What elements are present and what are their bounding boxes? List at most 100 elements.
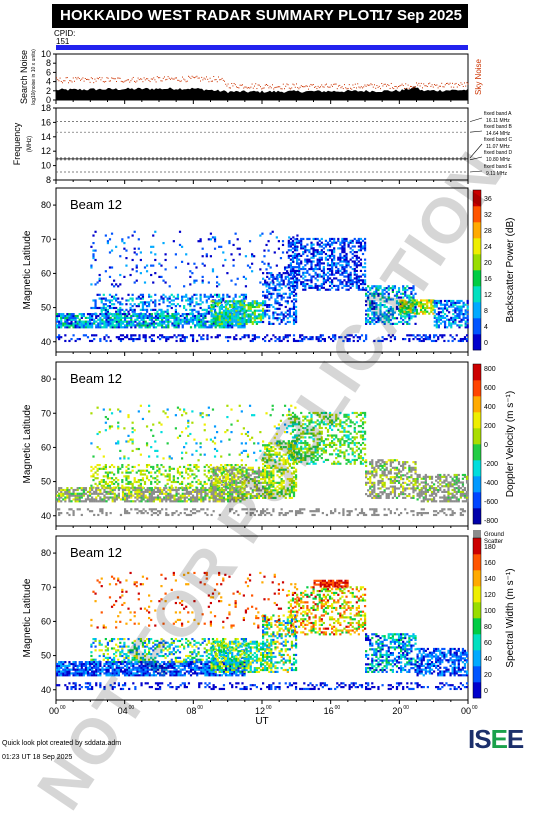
power-cell xyxy=(335,264,337,266)
power-cell xyxy=(118,322,120,324)
power-cell xyxy=(304,285,306,287)
power-cell xyxy=(120,319,122,321)
power-cell xyxy=(270,272,272,274)
velocity-cell xyxy=(211,482,213,484)
sky-noise-point xyxy=(186,81,187,82)
velocity-ytick-label: 70 xyxy=(41,408,51,418)
power-cell xyxy=(272,315,274,317)
sky-noise-point xyxy=(81,79,82,80)
velocity-cell xyxy=(355,508,357,510)
velocity-cell xyxy=(224,473,226,475)
sky-noise-point xyxy=(142,81,143,82)
velocity-cell xyxy=(103,500,105,502)
velocity-cell xyxy=(215,470,217,472)
power-cell xyxy=(62,322,64,324)
search-noise-area xyxy=(56,86,468,100)
velocity-cell xyxy=(219,467,221,469)
power-cell xyxy=(331,262,333,264)
power-cell xyxy=(272,281,274,283)
power-cell xyxy=(208,326,210,328)
sky-noise-point xyxy=(343,88,344,89)
velocity-cell xyxy=(156,483,158,485)
power-cell xyxy=(281,319,283,321)
sky-noise-point xyxy=(364,85,365,86)
power-cell xyxy=(292,272,294,274)
power-cell xyxy=(101,321,103,323)
power-cell xyxy=(119,313,121,315)
velocity-cell xyxy=(159,493,161,495)
power-cell xyxy=(350,274,352,276)
sky-noise-point xyxy=(157,76,158,77)
sky-noise-point xyxy=(243,88,244,89)
power-cell xyxy=(448,324,450,326)
power-cell xyxy=(99,324,101,326)
sky-noise-point xyxy=(84,81,85,82)
power-cell xyxy=(456,334,458,336)
power-cell xyxy=(160,298,162,300)
power-cell xyxy=(68,324,70,326)
power-cell xyxy=(467,319,469,321)
power-cell xyxy=(190,334,192,336)
velocity-cell xyxy=(130,491,132,493)
power-cell xyxy=(302,266,304,268)
sky-noise-point xyxy=(362,87,363,88)
velocity-cell xyxy=(175,487,177,489)
power-cell xyxy=(85,334,87,336)
velocity-cell xyxy=(132,466,134,468)
velocity-cell xyxy=(142,470,144,472)
power-cell xyxy=(142,298,144,300)
power-cell xyxy=(321,251,323,253)
power-cell xyxy=(165,340,167,342)
power-cell xyxy=(97,281,99,283)
power-cell xyxy=(295,298,297,300)
power-cell xyxy=(227,310,229,312)
power-cell xyxy=(68,326,70,328)
power-cell xyxy=(77,317,79,319)
sky-noise-point xyxy=(327,86,328,87)
power-cell xyxy=(437,336,439,338)
velocity-cell xyxy=(121,485,123,487)
power-cell xyxy=(341,266,343,268)
power-cell xyxy=(364,259,366,261)
power-cell xyxy=(450,324,452,326)
power-cell xyxy=(204,326,206,328)
power-cell xyxy=(327,244,329,246)
power-cell xyxy=(175,253,177,255)
velocity-cell xyxy=(148,464,150,466)
velocity-cell xyxy=(301,512,303,514)
sky-noise-point xyxy=(182,77,183,78)
power-cell xyxy=(440,315,442,317)
power-cell xyxy=(138,305,140,307)
power-cell xyxy=(79,338,81,340)
power-cell xyxy=(232,265,234,267)
power-cell xyxy=(444,324,446,326)
power-cell xyxy=(150,309,152,311)
power-cell xyxy=(287,276,289,278)
power-cell xyxy=(256,310,258,312)
power-cell xyxy=(237,248,239,250)
power-cell xyxy=(118,324,120,326)
power-cell xyxy=(310,257,312,259)
power-cell xyxy=(103,315,105,317)
velocity-cell xyxy=(128,500,130,502)
velocity-cell xyxy=(200,508,202,510)
power-cell xyxy=(429,338,431,340)
velocity-cell xyxy=(316,508,318,510)
sky-noise-point xyxy=(180,81,181,82)
power-cell xyxy=(125,265,127,267)
power-cell xyxy=(252,306,254,308)
power-cell xyxy=(431,340,433,342)
power-cell xyxy=(246,334,248,336)
cpid-bar xyxy=(56,45,468,50)
velocity-cell xyxy=(151,495,153,497)
velocity-cell xyxy=(120,498,122,500)
power-cell xyxy=(364,247,366,249)
velocity-cell xyxy=(184,487,186,489)
velocity-cell xyxy=(165,514,167,516)
power-cell xyxy=(317,242,319,244)
power-cell xyxy=(151,313,153,315)
velocity-cell xyxy=(184,496,186,498)
power-cell xyxy=(251,253,253,255)
power-cell xyxy=(134,248,136,250)
power-cell xyxy=(310,268,312,270)
